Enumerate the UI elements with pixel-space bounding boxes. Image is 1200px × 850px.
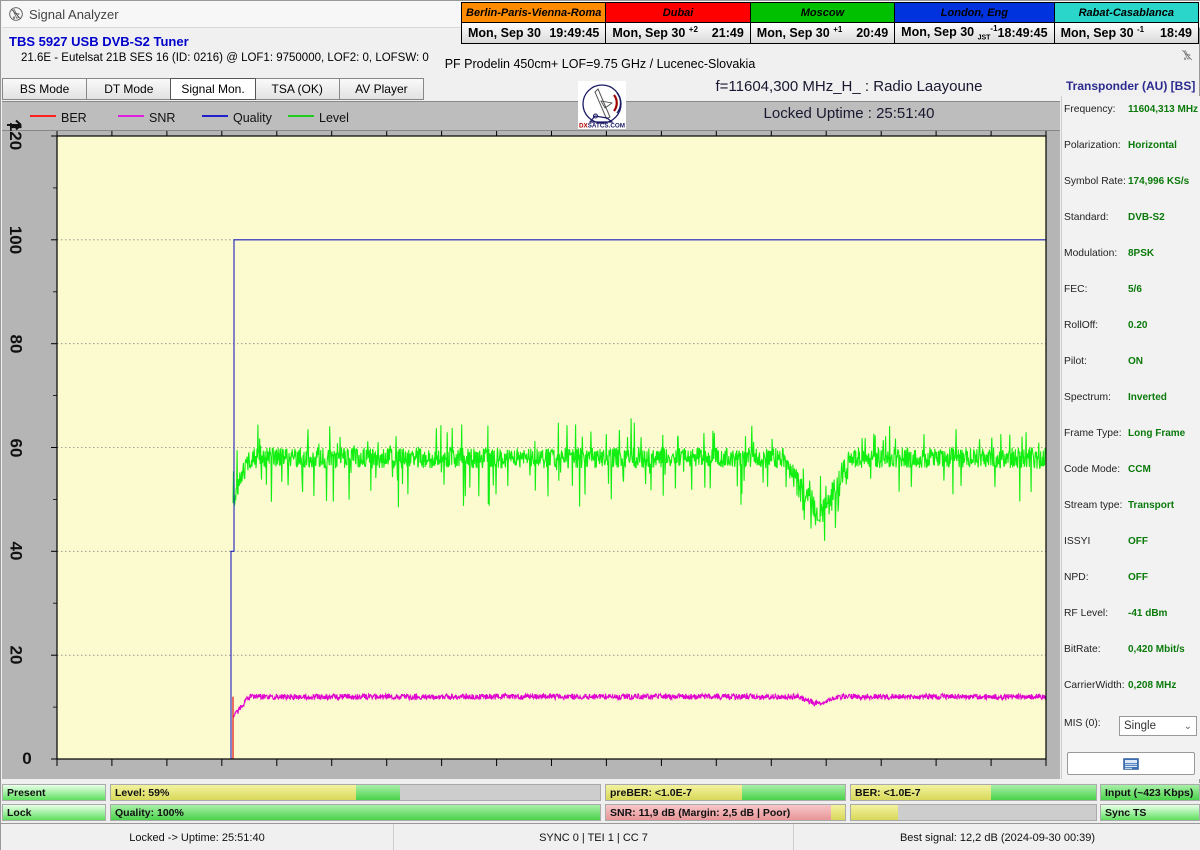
svg-text:DXSATCS.COM: DXSATCS.COM xyxy=(579,123,625,130)
